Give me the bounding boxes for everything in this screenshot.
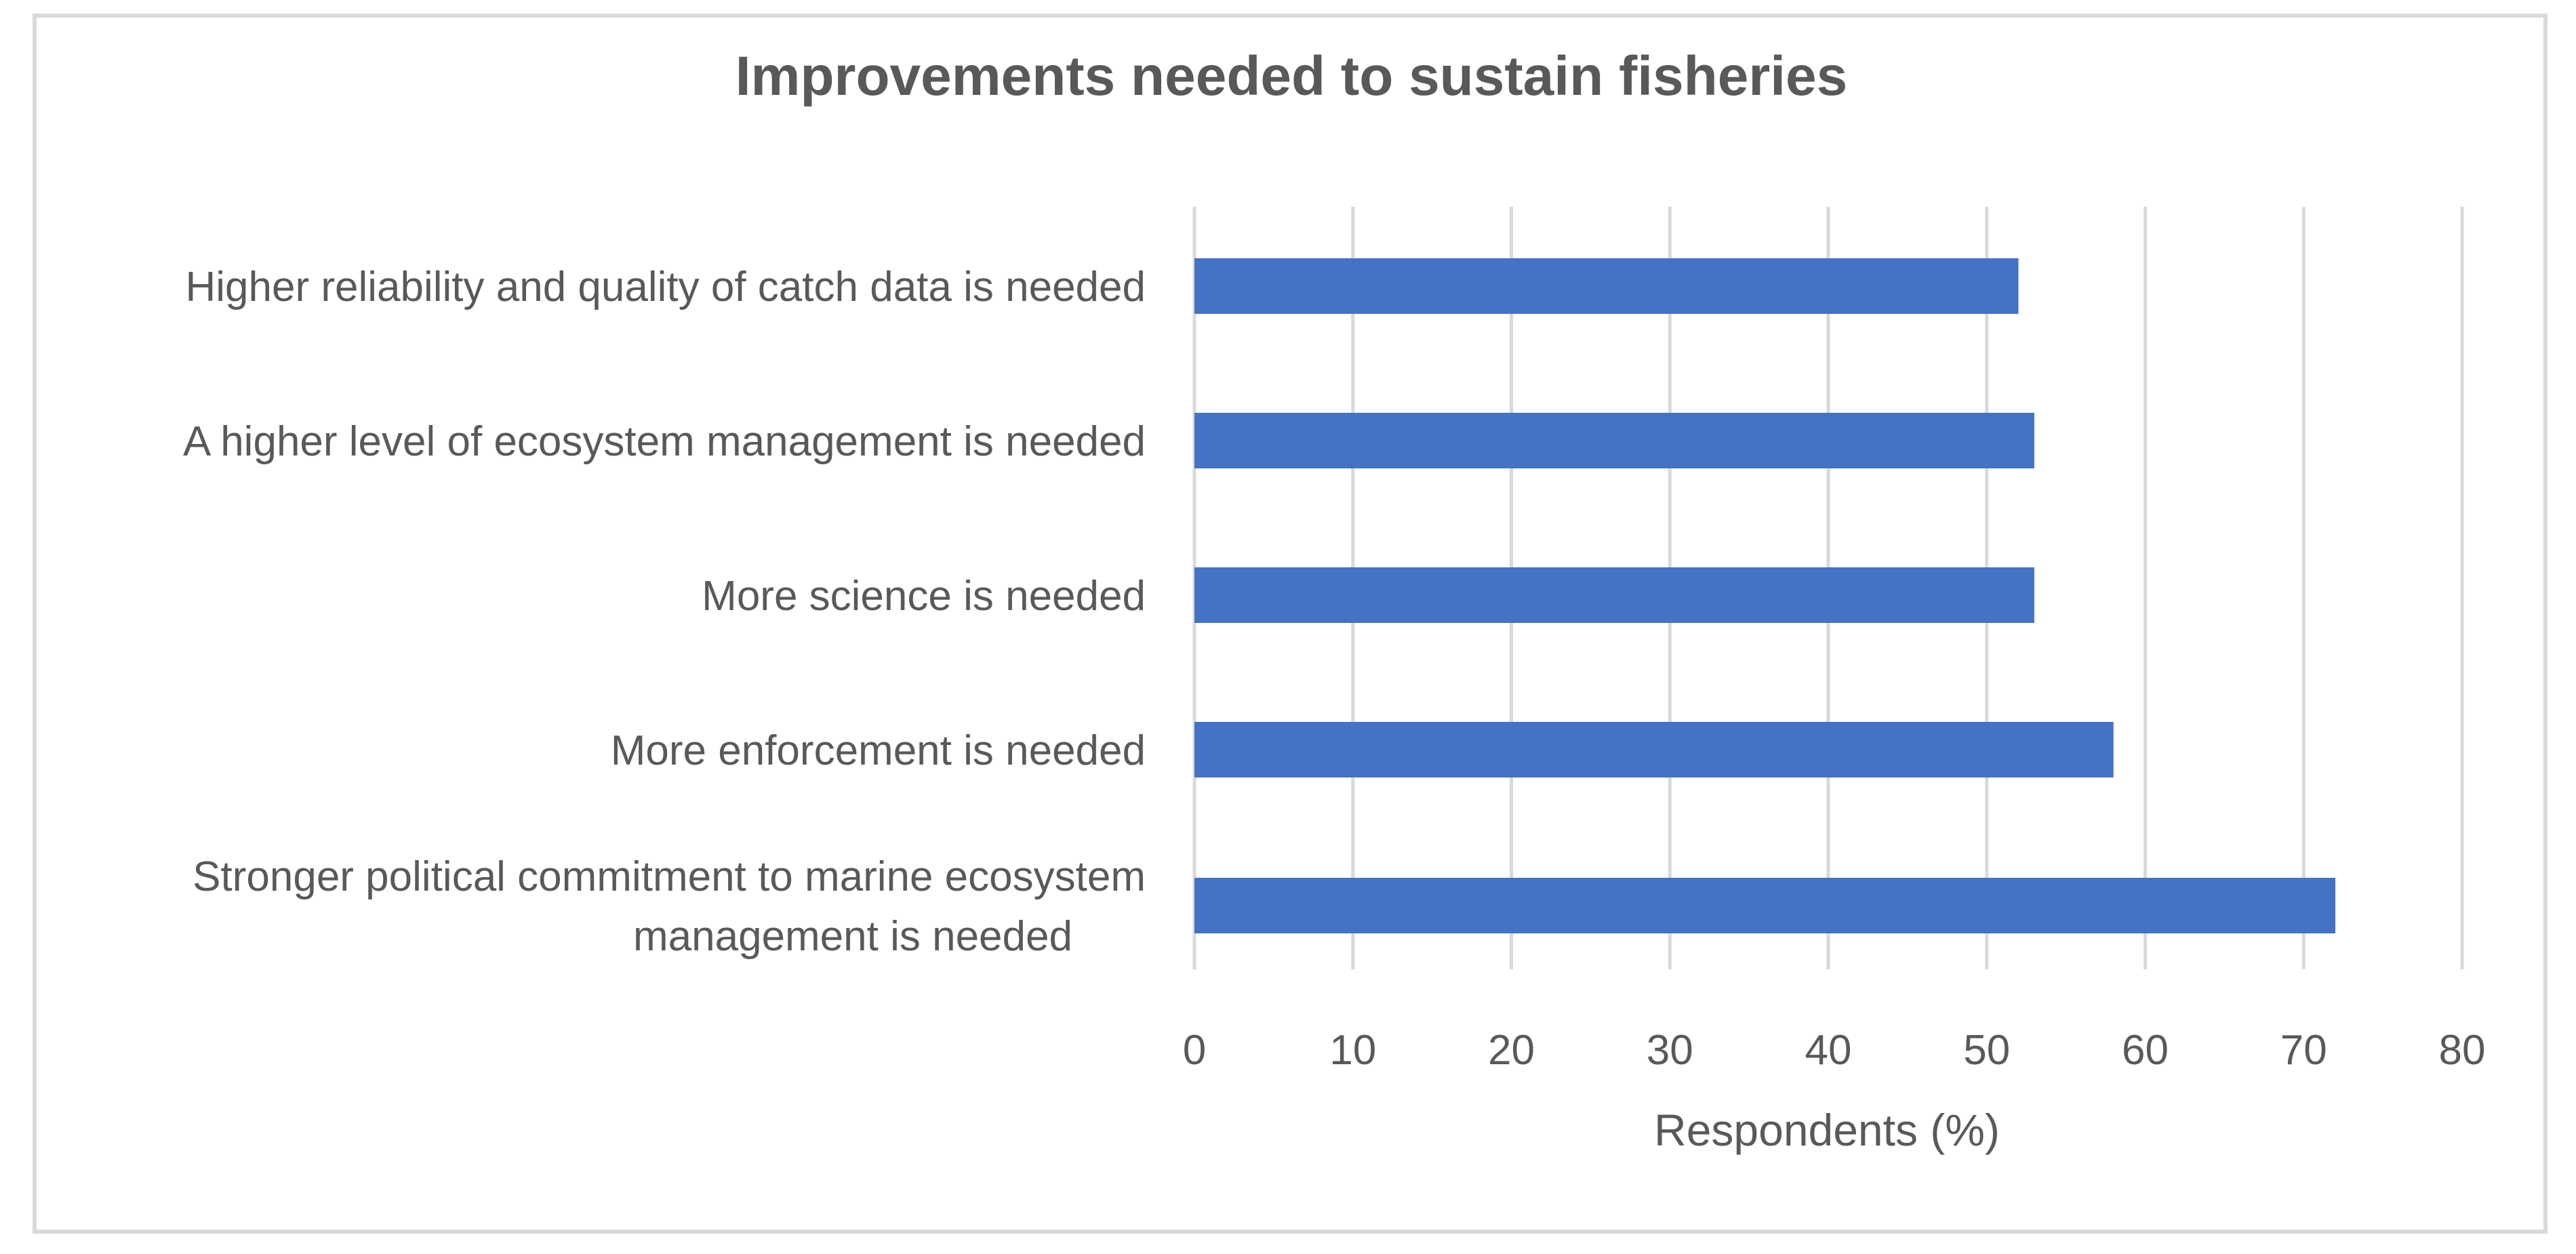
- category-label-5: Stronger political commitment to marine …: [193, 853, 1146, 960]
- bar-2: [1194, 413, 2034, 468]
- x-tick-label-50: 50: [1963, 1027, 2010, 1074]
- x-tick-label-80: 80: [2439, 1027, 2486, 1074]
- category-label-4: More enforcement is needed: [611, 727, 1146, 774]
- x-tick-labels: 0 10 20 30 40 50 60 70 80: [1183, 1027, 2486, 1074]
- x-tick-label-40: 40: [1805, 1027, 1852, 1074]
- category-label-3: More science is needed: [702, 573, 1146, 620]
- chart-frame: [33, 14, 2548, 1234]
- bar-4: [1194, 722, 2114, 777]
- bars: [1194, 258, 2335, 933]
- x-tick-label-10: 10: [1329, 1027, 1376, 1074]
- x-tick-label-0: 0: [1183, 1027, 1206, 1074]
- bar-1: [1194, 258, 2019, 314]
- x-axis-title: Respondents (%): [1654, 1105, 2000, 1155]
- bar-3: [1194, 567, 2034, 623]
- category-labels: Higher reliability and quality of catch …: [183, 264, 1146, 960]
- chart-title: Improvements needed to sustain fisheries: [736, 45, 1847, 107]
- x-tick-label-70: 70: [2280, 1027, 2327, 1074]
- category-label-1: Higher reliability and quality of catch …: [185, 264, 1146, 310]
- bar-5: [1194, 878, 2335, 933]
- x-tick-label-20: 20: [1488, 1027, 1535, 1074]
- category-label-2: A higher level of ecosystem management i…: [183, 418, 1146, 465]
- x-tick-label-30: 30: [1647, 1027, 1693, 1074]
- x-tick-label-60: 60: [2122, 1027, 2169, 1074]
